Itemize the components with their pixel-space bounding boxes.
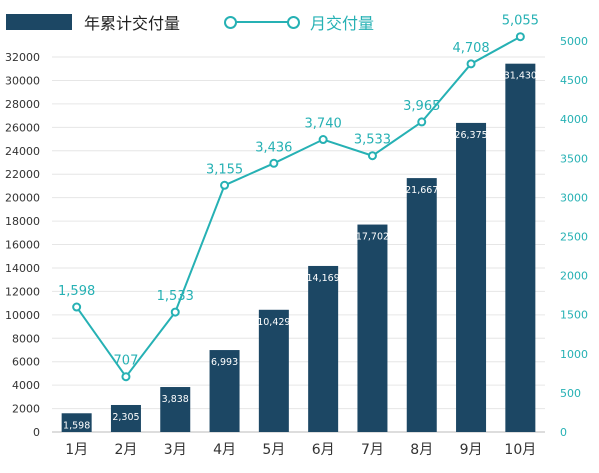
x-axis-tick-label: 2月 [114, 442, 137, 458]
bar [258, 309, 289, 432]
legend-line-item: 月交付量 [224, 9, 374, 35]
bar-value-label: 26,375 [454, 130, 487, 141]
left-axis-tick-label: 20000 [5, 192, 40, 205]
left-axis-tick-label: 14000 [5, 262, 40, 275]
x-axis-tick-label: 5月 [262, 442, 285, 458]
x-axis-tick-label: 9月 [460, 442, 483, 458]
line-value-label: 3,155 [206, 162, 243, 177]
left-axis-tick-label: 4000 [12, 379, 40, 392]
bar-value-label: 31,430 [504, 71, 537, 82]
line-point [72, 302, 82, 312]
line-point [170, 307, 180, 317]
line-point [121, 372, 131, 382]
bar-value-label: 14,169 [307, 273, 340, 284]
line-value-label: 1,533 [157, 289, 194, 304]
bar [406, 178, 437, 432]
line-value-label: 5,055 [502, 14, 539, 29]
bar [456, 122, 487, 432]
right-axis-tick-label: 1000 [560, 348, 588, 361]
x-axis: 1月 2月 3月 4月 5月 6月 7月 8月 9月 10月 [65, 442, 536, 458]
bar [308, 265, 339, 432]
line-point [269, 158, 279, 168]
legend: 年累计交付量 [6, 9, 180, 35]
line-path [75, 35, 521, 379]
line-point [367, 151, 377, 161]
x-axis-tick-label: 8月 [410, 442, 433, 458]
right-axis-tick-label: 2000 [560, 270, 588, 283]
left-axis-tick-label: 6000 [12, 356, 40, 369]
bar-value-label: 2,305 [112, 412, 139, 423]
left-axis-tick-label: 16000 [5, 239, 40, 252]
left-axis-tick-label: 24000 [5, 145, 40, 158]
line-point [515, 32, 525, 42]
left-axis-tick-label: 12000 [5, 285, 40, 298]
bar [110, 404, 141, 432]
x-axis-tick-label: 3月 [164, 442, 187, 458]
line-value-label: 3,436 [255, 140, 292, 155]
left-axis-tick-label: 30000 [5, 74, 40, 87]
line-value-label: 3,740 [305, 117, 342, 132]
left-axis-tick-label: 10000 [5, 309, 40, 322]
bar [209, 350, 240, 432]
x-axis-tick-label: 7月 [361, 442, 384, 458]
right-axis-tick-label: 4500 [560, 74, 588, 87]
bar [505, 63, 536, 432]
line-value-label: 4,708 [452, 41, 489, 56]
bar [357, 224, 388, 432]
right-axis-tick-label: 1500 [560, 309, 588, 322]
line-value-label: 3,965 [403, 99, 440, 114]
x-axis-tick-label: 6月 [312, 442, 335, 458]
line-point [220, 180, 230, 190]
line-point [318, 135, 328, 145]
right-axis-tick-label: 4000 [560, 113, 588, 126]
legend-bar-label: 年累计交付量 [84, 14, 181, 33]
left-axis-tick-label: 8000 [12, 332, 40, 345]
x-axis-tick-label: 4月 [213, 442, 236, 458]
left-axis-tick-label: 2000 [12, 403, 40, 416]
legend-line-label: 月交付量 [310, 14, 375, 33]
bar-value-label: 1,598 [63, 420, 90, 431]
bar-value-label: 21,667 [405, 185, 438, 196]
right-axis-tick-label: 2500 [560, 231, 588, 244]
bar [61, 413, 92, 432]
left-axis-tick-label: 26000 [5, 121, 40, 134]
x-axis-tick-label: 10月 [504, 442, 536, 458]
right-axis-tick-label: 0 [560, 426, 567, 439]
bar [160, 387, 191, 432]
x-axis-tick-label: 1月 [65, 442, 88, 458]
legend-bar-swatch [6, 14, 72, 30]
bar-series-cumulative: 1,598 2,305 3,838 6,993 10,429 14,169 17,702 21… [61, 63, 537, 432]
right-axis-tick-label: 3500 [560, 152, 588, 165]
bar-value-label: 17,702 [356, 232, 389, 243]
left-axis-tick-label: 32000 [5, 51, 40, 64]
line-point [466, 59, 476, 69]
left-axis-tick-label: 22000 [5, 168, 40, 181]
legend-line-swatch [224, 14, 300, 30]
line-series-monthly: 1,598 707 1,533 3,155 3,436 3,740 3,533 3,965 4,… [58, 14, 539, 382]
bar-value-label: 3,838 [162, 394, 189, 405]
bar-value-label: 10,429 [257, 317, 290, 328]
bar-value-label: 6,993 [211, 357, 238, 368]
left-axis-tick-label: 28000 [5, 98, 40, 111]
right-y-axis: 0 500 1000 1500 2000 2500 3000 3500 4000 4500 5000 [560, 35, 588, 439]
right-axis-tick-label: 500 [560, 387, 581, 400]
line-point [417, 117, 427, 127]
line-value-label: 3,533 [354, 133, 391, 148]
left-axis-tick-label: 18000 [5, 215, 40, 228]
line-value-label: 707 [114, 354, 139, 369]
left-axis-tick-label: 0 [33, 426, 40, 439]
left-y-axis: 0 2000 4000 6000 8000 10000 12000 14000 16000 180… [5, 51, 40, 439]
right-axis-tick-label: 3000 [560, 191, 588, 204]
right-axis-tick-label: 5000 [560, 35, 588, 48]
line-value-label: 1,598 [58, 284, 95, 299]
